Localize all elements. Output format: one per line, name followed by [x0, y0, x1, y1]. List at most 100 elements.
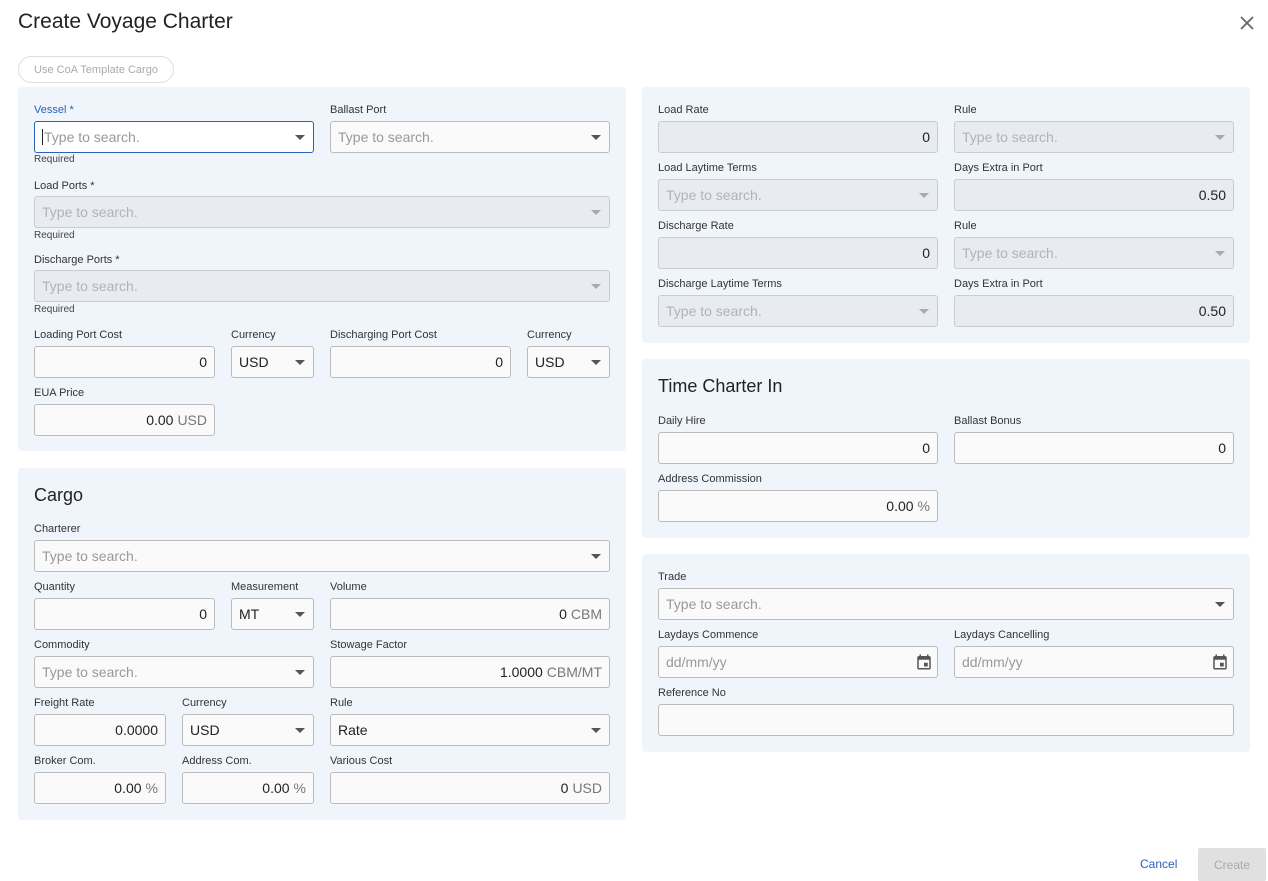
- freight-rate-label: Freight Rate: [34, 697, 95, 709]
- quantity-input[interactable]: 0: [34, 598, 215, 630]
- load-ports-field: Load Ports * Type to search. Required: [34, 180, 610, 241]
- vessel-input[interactable]: Type to search.: [34, 121, 314, 153]
- vessel-field: Vessel * Type to search. Required: [34, 104, 314, 165]
- discharging-currency-label: Currency: [527, 329, 572, 341]
- charterer-input[interactable]: Type to search.: [34, 540, 610, 572]
- loading-port-cost-input[interactable]: 0: [34, 346, 215, 378]
- chevron-down-icon[interactable]: [295, 728, 305, 733]
- load-days-extra-field: Days Extra in Port 0.50: [954, 162, 1234, 212]
- chevron-down-icon: [591, 284, 601, 289]
- load-rate-field: Load Rate 0: [658, 104, 938, 154]
- dialog-title: Create Voyage Charter: [18, 10, 233, 33]
- discharge-ports-field: Discharge Ports * Type to search. Requir…: [34, 254, 610, 315]
- address-com-field: Address Com. 0.00%: [182, 755, 314, 805]
- close-icon[interactable]: [1237, 13, 1257, 33]
- address-commission-input[interactable]: 0.00%: [658, 490, 938, 522]
- chevron-down-icon: [1215, 251, 1225, 256]
- stowage-factor-field: Stowage Factor 1.0000 CBM/MT: [330, 639, 610, 689]
- ballast-port-field: Ballast Port Type to search.: [330, 104, 610, 154]
- daily-hire-input[interactable]: 0: [658, 432, 938, 464]
- chevron-down-icon[interactable]: [295, 670, 305, 675]
- charterer-field: Charterer Type to search.: [34, 523, 610, 573]
- ballast-bonus-input[interactable]: 0: [954, 432, 1234, 464]
- discharging-currency-select[interactable]: USD: [527, 346, 610, 378]
- cancel-button[interactable]: Cancel: [1140, 857, 1178, 871]
- trade-input[interactable]: Type to search.: [658, 588, 1234, 620]
- discharge-laytime-terms-label: Discharge Laytime Terms: [658, 278, 782, 290]
- load-ports-input[interactable]: Type to search.: [34, 196, 610, 228]
- laydays-cancelling-field: Laydays Cancelling dd/mm/yy: [954, 629, 1234, 679]
- chevron-down-icon[interactable]: [295, 135, 305, 140]
- cargo-currency-select[interactable]: USD: [182, 714, 314, 746]
- load-laytime-terms-label: Load Laytime Terms: [658, 162, 757, 174]
- quantity-label: Quantity: [34, 581, 75, 593]
- measurement-field: Measurement MT: [231, 581, 314, 631]
- discharge-rate-input[interactable]: 0: [658, 237, 938, 269]
- vessel-required-text: Required: [34, 154, 75, 165]
- load-laytime-terms-input[interactable]: Type to search.: [658, 179, 938, 211]
- measurement-label: Measurement: [231, 581, 299, 593]
- chevron-down-icon[interactable]: [295, 612, 305, 617]
- address-commission-field: Address Commission 0.00%: [658, 473, 938, 523]
- stowage-factor-label: Stowage Factor: [330, 639, 408, 651]
- load-rule-input[interactable]: Type to search.: [954, 121, 1234, 153]
- measurement-select[interactable]: MT: [231, 598, 314, 630]
- discharge-days-extra-field: Days Extra in Port 0.50: [954, 278, 1234, 328]
- chevron-down-icon[interactable]: [591, 728, 601, 733]
- broker-com-input[interactable]: 0.00%: [34, 772, 166, 804]
- calendar-icon[interactable]: [1211, 653, 1229, 671]
- address-commission-label: Address Commission: [658, 473, 762, 485]
- chevron-down-icon: [591, 210, 601, 215]
- load-rate-input[interactable]: 0: [658, 121, 938, 153]
- loading-currency-field: Currency USD: [231, 329, 314, 379]
- laydays-commence-input[interactable]: dd/mm/yy: [658, 646, 938, 678]
- reference-no-input[interactable]: [658, 704, 1234, 736]
- freight-rate-field: Freight Rate 0.0000: [34, 697, 166, 747]
- load-rate-label: Load Rate: [658, 104, 709, 116]
- ballast-port-input[interactable]: Type to search.: [330, 121, 610, 153]
- cargo-currency-label: Currency: [182, 697, 227, 709]
- discharge-ports-required-text: Required: [34, 304, 75, 315]
- stowage-factor-input[interactable]: 1.0000 CBM/MT: [330, 656, 610, 688]
- use-coa-template-cargo-button[interactable]: Use CoA Template Cargo: [18, 56, 174, 83]
- discharging-port-cost-field: Discharging Port Cost 0: [330, 329, 511, 379]
- laydays-cancelling-input[interactable]: dd/mm/yy: [954, 646, 1234, 678]
- trade-label: Trade: [658, 571, 687, 583]
- chevron-down-icon[interactable]: [591, 135, 601, 140]
- discharge-rule-label: Rule: [954, 220, 977, 232]
- volume-input[interactable]: 0 CBM: [330, 598, 610, 630]
- eua-price-label: EUA Price: [34, 387, 85, 399]
- discharge-days-extra-input[interactable]: 0.50: [954, 295, 1234, 327]
- chevron-down-icon[interactable]: [1215, 602, 1225, 607]
- discharge-rate-label: Discharge Rate: [658, 220, 734, 232]
- discharge-days-extra-label: Days Extra in Port: [954, 278, 1043, 290]
- load-rule-field: Rule Type to search.: [954, 104, 1234, 154]
- daily-hire-field: Daily Hire 0: [658, 415, 938, 465]
- discharging-port-cost-input[interactable]: 0: [330, 346, 511, 378]
- freight-rate-input[interactable]: 0.0000: [34, 714, 166, 746]
- address-com-input[interactable]: 0.00%: [182, 772, 314, 804]
- loading-currency-select[interactable]: USD: [231, 346, 314, 378]
- various-cost-input[interactable]: 0 USD: [330, 772, 610, 804]
- chevron-down-icon[interactable]: [295, 360, 305, 365]
- time-charter-title: Time Charter In: [658, 376, 783, 396]
- discharge-rule-input[interactable]: Type to search.: [954, 237, 1234, 269]
- discharge-ports-input[interactable]: Type to search.: [34, 270, 610, 302]
- commodity-label: Commodity: [34, 639, 90, 651]
- load-rule-label: Rule: [954, 104, 977, 116]
- discharge-laytime-terms-input[interactable]: Type to search.: [658, 295, 938, 327]
- commodity-input[interactable]: Type to search.: [34, 656, 314, 688]
- chevron-down-icon[interactable]: [591, 360, 601, 365]
- loading-port-cost-label: Loading Port Cost: [34, 329, 123, 341]
- load-days-extra-input[interactable]: 0.50: [954, 179, 1234, 211]
- create-button[interactable]: Create: [1198, 848, 1266, 881]
- quantity-field: Quantity 0: [34, 581, 215, 631]
- eua-price-input[interactable]: 0.00 USD: [34, 404, 215, 436]
- daily-hire-label: Daily Hire: [658, 415, 706, 427]
- chevron-down-icon[interactable]: [591, 554, 601, 559]
- loading-currency-label: Currency: [231, 329, 276, 341]
- cargo-title: Cargo: [34, 485, 84, 505]
- calendar-icon[interactable]: [915, 653, 933, 671]
- charterer-label: Charterer: [34, 523, 81, 535]
- cargo-rule-select[interactable]: Rate: [330, 714, 610, 746]
